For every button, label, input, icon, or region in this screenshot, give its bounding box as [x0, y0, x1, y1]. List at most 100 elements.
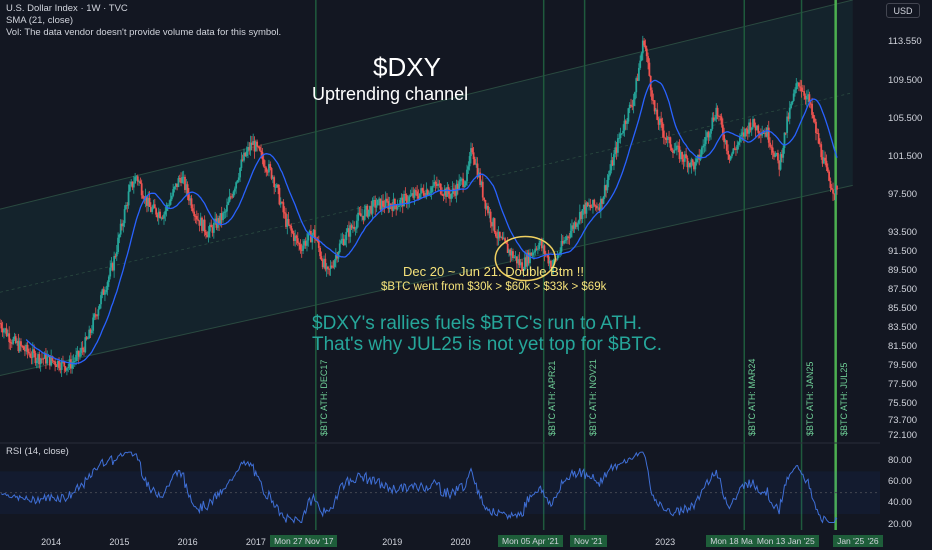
candle-body: [79, 352, 81, 357]
candle-body: [460, 178, 463, 180]
candle-body: [456, 183, 459, 190]
candle-body: [446, 187, 449, 197]
candle-body: [20, 341, 22, 346]
candle-body: [519, 262, 522, 266]
candle-body: [316, 240, 319, 242]
candle-body: [668, 137, 670, 139]
rsi-line: [1, 451, 838, 524]
candle-body: [467, 166, 470, 170]
candle-body: [745, 128, 748, 130]
candle-body: [463, 185, 466, 187]
candle-body: [504, 238, 506, 242]
candle-body: [752, 119, 754, 128]
candle-body: [170, 195, 173, 200]
candle-body: [275, 184, 278, 187]
candle-body: [408, 196, 411, 202]
rsi-tick: 40.00: [888, 497, 912, 509]
candle-body: [384, 198, 387, 208]
candle-body: [484, 199, 487, 209]
candle-body: [791, 100, 794, 104]
candle-body: [618, 138, 621, 139]
candle-body: [813, 118, 816, 122]
candle-body: [628, 104, 631, 109]
candle-body: [232, 191, 235, 197]
currency-button[interactable]: USD: [886, 3, 920, 18]
candle-body: [148, 198, 151, 207]
candle-body: [198, 220, 201, 226]
candle-body: [808, 94, 811, 104]
candle-body: [84, 337, 87, 353]
candle-body: [673, 150, 676, 153]
candle-body: [505, 241, 508, 244]
candle-body: [821, 157, 824, 164]
sma-legend[interactable]: SMA (21, close): [6, 15, 74, 26]
candle-body: [632, 99, 635, 106]
price-tick: 75.500: [888, 397, 918, 409]
candle-body: [510, 251, 513, 256]
candle-body: [193, 211, 196, 217]
candle-body: [240, 159, 243, 168]
candle-body: [245, 151, 248, 156]
candle-body: [724, 140, 727, 143]
candle-body: [828, 171, 830, 181]
candle-body: [548, 260, 551, 264]
candle-body: [754, 126, 757, 131]
candle-body: [479, 172, 482, 185]
candle-body: [219, 213, 222, 224]
candle-body: [13, 336, 16, 340]
candle-body: [147, 198, 150, 206]
symbol-legend[interactable]: U.S. Dollar Index · 1W · TVC: [6, 3, 128, 14]
candle-body: [592, 199, 594, 208]
candle-body: [804, 95, 807, 100]
candle-body: [174, 183, 177, 187]
candle-body: [779, 154, 782, 170]
candle-body: [623, 120, 626, 131]
candle-body: [138, 181, 140, 183]
candle-body: [146, 195, 148, 206]
candle-body: [796, 82, 799, 84]
candle-body: [703, 144, 706, 146]
candle-body: [794, 89, 796, 94]
candle-body: [744, 128, 747, 137]
candle-body: [521, 262, 524, 271]
candle-body: [466, 169, 468, 182]
candle-body: [396, 206, 399, 210]
candle-body: [735, 149, 737, 150]
candle-body: [780, 154, 783, 158]
candle-body: [658, 118, 661, 125]
candle-body: [167, 204, 169, 206]
time-tick: 2015: [109, 537, 130, 547]
candle-body: [237, 177, 240, 181]
candle-body: [525, 257, 527, 267]
candle-body: [122, 223, 125, 227]
candle-body: [359, 213, 362, 217]
candle-body: [365, 205, 367, 210]
rsi-legend[interactable]: RSI (14, close): [6, 446, 69, 457]
candle-body: [5, 328, 8, 336]
time-highlight: Nov '21: [569, 535, 607, 547]
candle-body: [264, 166, 266, 168]
candle-body: [644, 45, 647, 49]
candle-body: [177, 178, 180, 187]
candle-body: [672, 150, 674, 153]
candle-body: [340, 240, 342, 244]
candle-body: [41, 358, 43, 360]
candle-body: [202, 219, 205, 231]
time-highlight: Mon 18 Mar: [706, 535, 760, 547]
candle-body: [114, 256, 117, 257]
candle-body: [60, 360, 63, 370]
candle-body: [25, 344, 28, 352]
price-tick: 101.500: [888, 150, 923, 162]
candle-body: [320, 256, 323, 260]
candle-body: [350, 225, 353, 229]
candle-body: [371, 200, 374, 214]
candle-body: [155, 208, 158, 215]
candle-body: [590, 207, 593, 209]
candle-body: [277, 184, 280, 188]
candle-body: [561, 240, 564, 244]
candle-body: [178, 178, 181, 179]
candle-body: [736, 144, 739, 150]
candle-body: [395, 204, 398, 210]
candle-body: [153, 204, 156, 209]
